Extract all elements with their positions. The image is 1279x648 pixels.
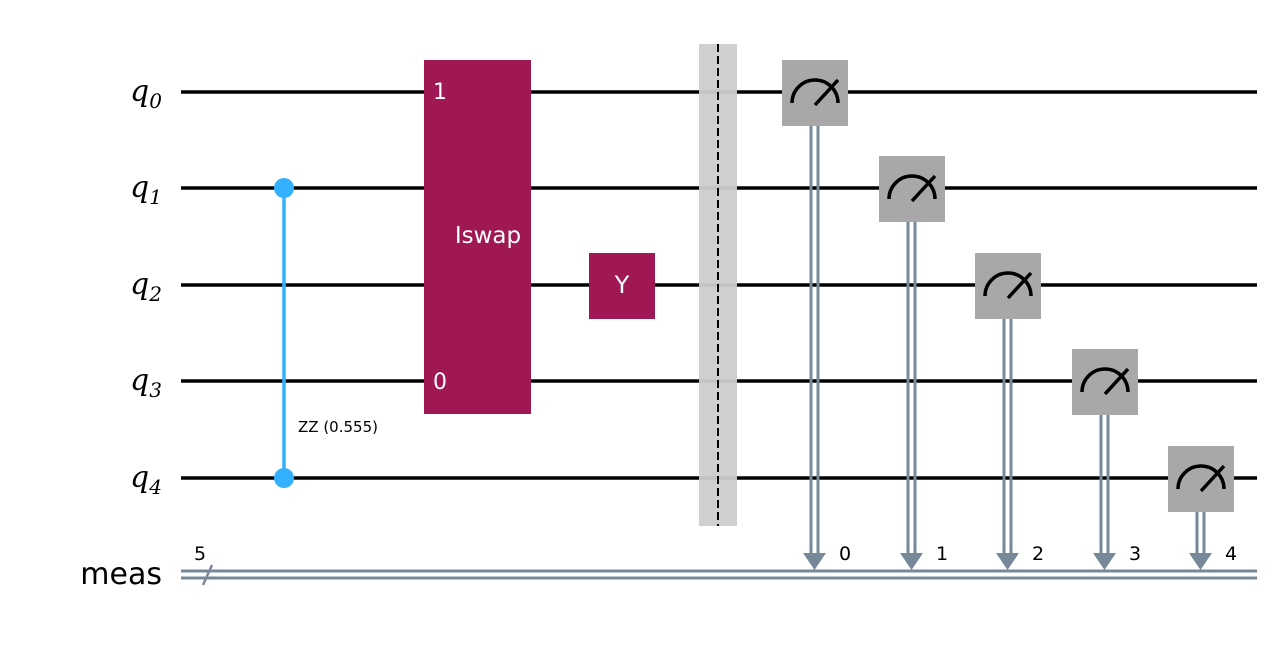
measure-line-3 [1093,415,1116,570]
classical-wire: 5 [181,543,1257,586]
meter-icon [983,271,1033,297]
qubit-label-1: q1 [130,170,162,209]
zz-control-bottom [274,468,294,488]
qubit-labels: q0 q1 q2 q3 q4 meas [80,74,162,592]
iswap-gate-label: Iswap [455,223,521,249]
measure-arrow-3 [1093,553,1116,570]
barrier [699,44,737,526]
measure-line-1 [900,222,923,570]
zz-control-top [274,178,294,198]
measurement-boxes [782,60,1234,512]
measure-bit-label-0: 0 [839,543,851,565]
meter-icon [1176,464,1226,490]
measure-bit-label-3: 3 [1129,543,1141,565]
qubit-label-0: q0 [130,74,162,113]
y-gate: Y [589,253,655,319]
iswap-gate: 1 0 Iswap [424,60,531,414]
iswap-top-label: 1 [433,80,447,105]
qubit-label-3: q3 [130,363,162,402]
measurement-bit-labels: 0 1 2 3 4 [839,543,1237,565]
zz-gate-label: ZZ (0.555) [298,418,378,436]
qubit-label-2: q2 [130,267,162,306]
meter-icon [887,174,937,200]
measure-arrow-4 [1189,553,1212,570]
measure-bit-label-1: 1 [936,543,948,565]
measure-arrow-0 [803,553,826,570]
y-gate-label: Y [614,271,630,299]
classical-label: meas [80,557,162,592]
measure-arrow-2 [996,553,1019,570]
measure-gate-2 [975,253,1041,319]
measure-line-2 [996,319,1019,570]
measure-arrow-1 [900,553,923,570]
measure-gate-4 [1168,446,1234,512]
measurement-lines [803,126,1212,570]
qubit-label-4: q4 [130,460,162,499]
measure-gate-3 [1072,349,1138,415]
measure-line-4 [1189,512,1212,570]
iswap-bottom-label: 0 [433,370,447,395]
measure-bit-label-2: 2 [1032,543,1044,565]
bus-slash [201,564,214,586]
measure-bit-label-4: 4 [1225,543,1237,565]
classical-width-label: 5 [194,543,206,565]
measure-gate-0 [782,60,848,126]
zz-gate: ZZ (0.555) [274,178,378,488]
meter-icon [790,78,840,104]
meter-icon [1080,367,1130,393]
measure-line-0 [803,126,826,570]
measure-gate-1 [879,156,945,222]
